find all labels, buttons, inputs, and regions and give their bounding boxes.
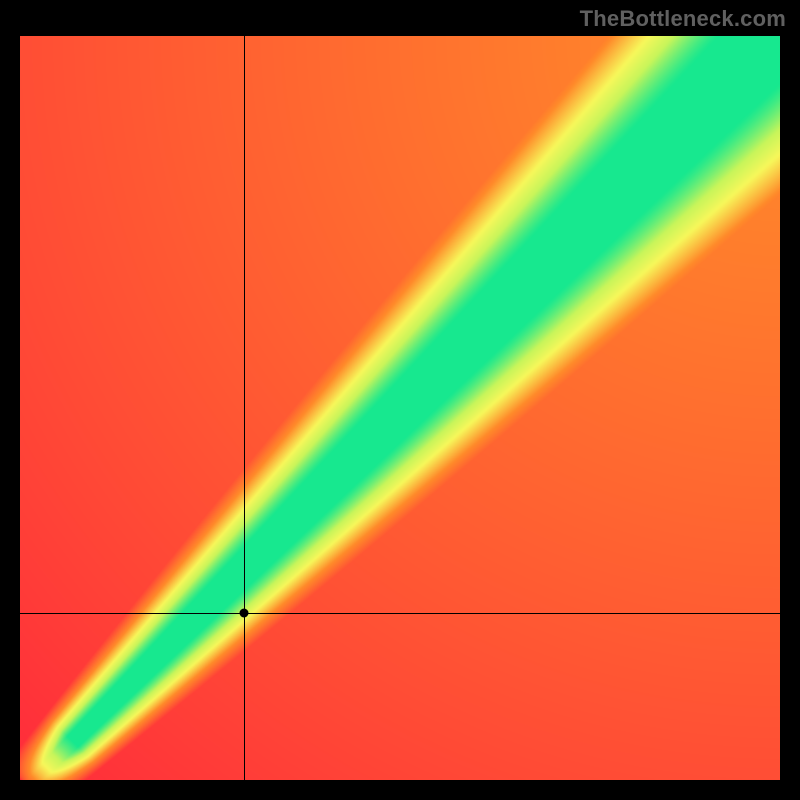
crosshair-marker-dot <box>240 608 249 617</box>
heatmap-canvas <box>20 36 780 780</box>
crosshair-horizontal <box>20 613 780 614</box>
heatmap-plot-area <box>20 36 780 780</box>
crosshair-vertical <box>244 36 245 780</box>
watermark-text: TheBottleneck.com <box>580 6 786 32</box>
chart-container: TheBottleneck.com <box>0 0 800 800</box>
